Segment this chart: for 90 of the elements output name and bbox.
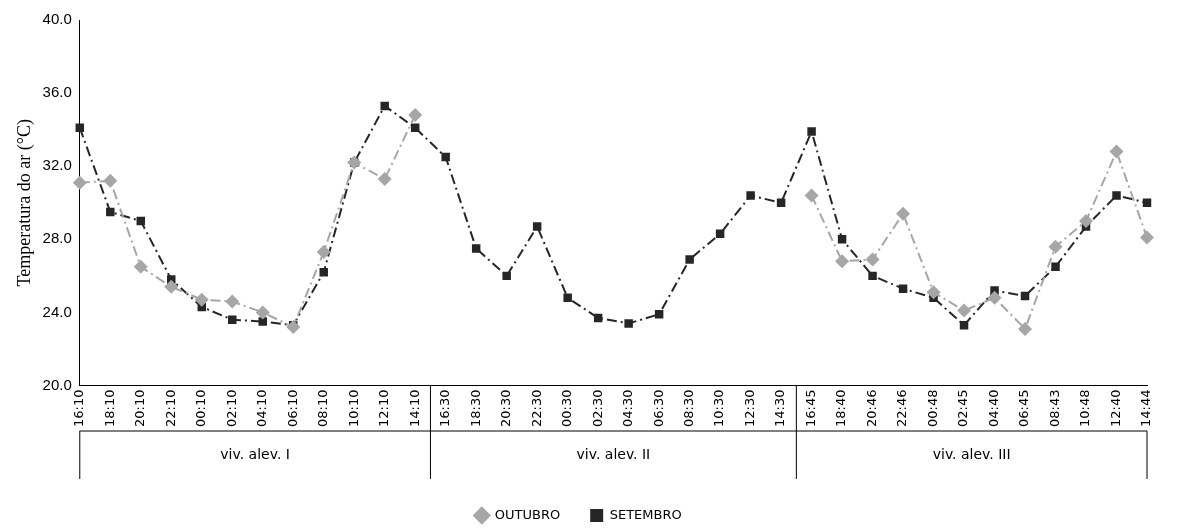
point bbox=[441, 152, 450, 162]
x-tick-label: 20:10 bbox=[132, 389, 148, 427]
point bbox=[228, 315, 237, 324]
point bbox=[807, 127, 816, 136]
x-tick-label: 22:30 bbox=[528, 389, 544, 427]
point bbox=[133, 259, 148, 274]
text: viv. alev. II bbox=[576, 445, 651, 462]
point bbox=[563, 293, 572, 303]
x-tick-label: 10:48 bbox=[1077, 389, 1093, 427]
point bbox=[286, 320, 301, 335]
point bbox=[316, 245, 331, 260]
x-tick-label: 06:45 bbox=[1016, 389, 1032, 427]
point bbox=[835, 254, 850, 269]
x-tick-label: 16:10 bbox=[71, 389, 87, 427]
point bbox=[502, 271, 511, 281]
x-tick-label: 12:10 bbox=[376, 389, 392, 427]
x-tick-label: 02:45 bbox=[955, 389, 971, 427]
point bbox=[1079, 214, 1094, 229]
x-tick-label: 02:10 bbox=[223, 389, 239, 427]
x-tick-label: 22:10 bbox=[162, 389, 178, 427]
x-tick-label: 10:30 bbox=[711, 389, 727, 427]
point bbox=[106, 207, 115, 217]
x-tick-label: 16:30 bbox=[437, 389, 453, 427]
x-tick-label: 08:30 bbox=[681, 389, 696, 427]
y-tick-label: 32.0 bbox=[42, 156, 72, 174]
x-tick-label: 18:10 bbox=[101, 389, 117, 427]
point bbox=[624, 319, 633, 328]
point bbox=[164, 279, 179, 294]
x-tick-label: 12:30 bbox=[741, 389, 757, 427]
point bbox=[319, 267, 328, 277]
point bbox=[1140, 230, 1154, 245]
point bbox=[804, 188, 819, 203]
point bbox=[898, 284, 908, 293]
point bbox=[837, 235, 847, 244]
x-tick-label: 10:10 bbox=[345, 389, 361, 427]
point bbox=[1018, 321, 1033, 336]
point bbox=[926, 285, 941, 300]
x-tick-label: 00:48 bbox=[924, 389, 940, 427]
x-tick-label: 08:43 bbox=[1046, 389, 1062, 427]
point bbox=[258, 317, 267, 326]
text: viv. alev. III bbox=[932, 445, 1011, 462]
x-tick-label: 16:45 bbox=[802, 389, 818, 427]
point bbox=[380, 101, 389, 111]
point bbox=[957, 303, 972, 318]
x-tick-label: 18:30 bbox=[467, 389, 483, 427]
x-tick-label: 20:46 bbox=[863, 389, 879, 427]
point bbox=[868, 271, 877, 281]
point bbox=[532, 222, 542, 231]
y-tick-label: 20.0 bbox=[42, 375, 72, 393]
x-tick-label: 14:44 bbox=[1138, 389, 1154, 427]
point bbox=[194, 292, 209, 307]
point bbox=[746, 191, 755, 200]
y-tick-label: 28.0 bbox=[42, 229, 72, 247]
point bbox=[685, 255, 694, 264]
x-tick-label: 06:30 bbox=[650, 389, 666, 427]
point bbox=[1048, 239, 1063, 254]
x-tick-label: 02:30 bbox=[589, 389, 605, 427]
x-tick-label: 22:46 bbox=[894, 389, 910, 427]
legend-label: SETEMBRO bbox=[609, 506, 682, 522]
point bbox=[408, 108, 423, 123]
point bbox=[377, 172, 392, 187]
point bbox=[225, 294, 240, 309]
point bbox=[1109, 144, 1124, 159]
x-tick-label: 14:10 bbox=[406, 389, 422, 427]
x-tick-label: 14:30 bbox=[772, 389, 788, 427]
legend-label: OUTUBRO bbox=[494, 506, 561, 522]
y-tick-label: 24.0 bbox=[42, 302, 72, 320]
x-tick-label: 12:40 bbox=[1107, 389, 1123, 427]
y-tick-label: 40.0 bbox=[42, 10, 72, 28]
point bbox=[896, 206, 911, 221]
x-tick-label: 08:10 bbox=[315, 389, 331, 427]
x-tick-label: 18:40 bbox=[833, 389, 849, 427]
point bbox=[1051, 262, 1060, 271]
point bbox=[471, 244, 481, 253]
point bbox=[987, 290, 1002, 305]
x-tick-label: 20:30 bbox=[498, 389, 514, 427]
x-tick-label: 06:10 bbox=[284, 389, 300, 427]
x-tick-label: 00:30 bbox=[559, 389, 575, 427]
point bbox=[103, 173, 118, 188]
x-tick-label: 04:30 bbox=[620, 389, 636, 427]
y-tick-label: 36.0 bbox=[42, 83, 72, 101]
text: viv. alev. I bbox=[220, 445, 290, 462]
x-tick-label: 04:40 bbox=[985, 389, 1001, 427]
x-tick-label: 00:10 bbox=[193, 389, 209, 427]
y-axis-title: Temperatura do ar (°C) bbox=[13, 119, 35, 287]
point bbox=[72, 175, 87, 190]
point bbox=[865, 252, 880, 267]
point bbox=[1112, 191, 1121, 200]
x-tick-label: 04:10 bbox=[254, 389, 270, 427]
point bbox=[255, 305, 270, 320]
